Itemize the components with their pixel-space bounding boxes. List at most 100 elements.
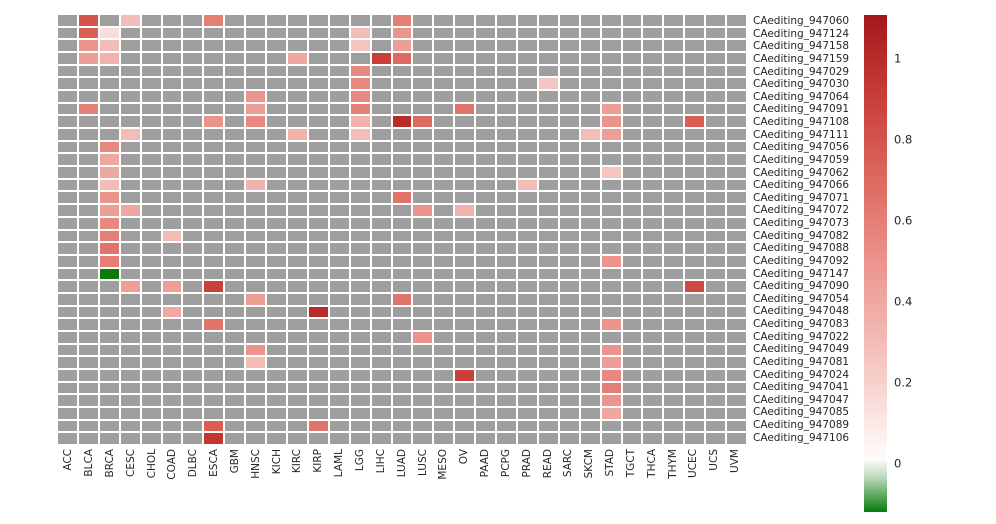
heatmap-cell <box>99 319 119 330</box>
heatmap-cell <box>643 27 663 39</box>
heatmap-cell <box>58 306 77 318</box>
heatmap-cell <box>455 53 475 64</box>
heatmap-cell <box>497 103 516 115</box>
heatmap-cell <box>287 255 307 267</box>
heatmap-cell <box>162 167 182 178</box>
heatmap-cell <box>120 192 140 204</box>
heatmap-cell <box>643 268 663 280</box>
heatmap-cell <box>183 395 203 406</box>
heatmap-cell <box>706 179 726 191</box>
heatmap-cell <box>727 230 746 242</box>
heatmap-cell <box>476 293 496 305</box>
heatmap-cell <box>267 167 286 178</box>
heatmap-cell <box>517 116 537 128</box>
heatmap-cell <box>413 116 433 128</box>
heatmap-cell <box>434 65 454 77</box>
heatmap-cell <box>455 395 475 406</box>
heatmap-cell <box>517 357 537 368</box>
heatmap-cell <box>455 129 475 140</box>
heatmap-cell <box>267 407 286 419</box>
heatmap-cell <box>246 268 266 280</box>
heatmap-cell <box>99 243 119 254</box>
heatmap-cell <box>517 205 537 216</box>
heatmap-cell <box>350 179 370 191</box>
heatmap-cell <box>183 293 203 305</box>
heatmap-cell <box>78 103 98 115</box>
heatmap-cell <box>664 369 684 381</box>
heatmap-cell <box>643 141 663 153</box>
heatmap-cell <box>350 357 370 368</box>
heatmap-cell <box>497 141 516 153</box>
heatmap-cell <box>497 78 516 90</box>
heatmap-cell <box>434 154 454 166</box>
heatmap-cell <box>287 382 307 394</box>
column-label: THCA <box>645 449 658 478</box>
column-label: COAD <box>166 449 179 480</box>
heatmap-cell <box>392 306 412 318</box>
heatmap-cell <box>162 357 182 368</box>
heatmap-cell <box>99 129 119 140</box>
heatmap-cell <box>308 103 328 115</box>
heatmap-cell <box>58 103 77 115</box>
heatmap-cell <box>685 78 705 90</box>
heatmap-cell <box>580 116 600 128</box>
heatmap-cell <box>162 395 182 406</box>
heatmap-cell <box>413 407 433 419</box>
heatmap-cell <box>141 420 161 432</box>
row-label: CAediting_947059 <box>753 153 850 166</box>
heatmap-cell <box>455 192 475 204</box>
heatmap-cell <box>476 319 496 330</box>
row-label: CAediting_947085 <box>753 406 850 419</box>
heatmap-cell <box>538 27 558 39</box>
heatmap-cell <box>162 382 182 394</box>
heatmap-cell <box>455 243 475 254</box>
heatmap-cell <box>727 40 746 52</box>
heatmap-cell <box>685 141 705 153</box>
heatmap-cell <box>204 344 224 356</box>
heatmap-cell <box>99 116 119 128</box>
heatmap-cell <box>622 27 642 39</box>
heatmap-cell <box>225 15 245 26</box>
column-label: KICH <box>270 449 283 475</box>
heatmap-cell <box>392 420 412 432</box>
heatmap-cell <box>162 255 182 267</box>
row-label: CAediting_947049 <box>753 343 850 356</box>
heatmap-cell <box>413 268 433 280</box>
heatmap-cell <box>141 268 161 280</box>
heatmap-cell <box>727 27 746 39</box>
heatmap-cell <box>392 369 412 381</box>
heatmap-cell <box>246 293 266 305</box>
heatmap-cell <box>601 319 621 330</box>
heatmap-cell <box>308 154 328 166</box>
heatmap-cell <box>413 357 433 368</box>
heatmap-cell <box>476 357 496 368</box>
heatmap-cell <box>622 357 642 368</box>
heatmap-cell <box>559 433 579 444</box>
heatmap-cell <box>559 129 579 140</box>
heatmap-cell <box>559 319 579 330</box>
heatmap-cell <box>664 395 684 406</box>
heatmap-cell <box>497 331 516 343</box>
heatmap-cell <box>664 27 684 39</box>
heatmap-cell <box>455 369 475 381</box>
column-label: BLCA <box>83 449 96 477</box>
heatmap-cell <box>392 395 412 406</box>
heatmap-cell <box>58 116 77 128</box>
heatmap-cell <box>204 382 224 394</box>
heatmap-cell <box>664 40 684 52</box>
heatmap-cell <box>183 268 203 280</box>
heatmap-cell <box>476 420 496 432</box>
heatmap-cell <box>371 420 391 432</box>
heatmap-cell <box>706 65 726 77</box>
heatmap-cell <box>141 369 161 381</box>
heatmap-cell <box>308 255 328 267</box>
heatmap-cell <box>350 91 370 102</box>
heatmap-cell <box>622 319 642 330</box>
heatmap-cell <box>371 293 391 305</box>
heatmap-cell <box>225 179 245 191</box>
heatmap-cell <box>434 319 454 330</box>
heatmap-cell <box>601 167 621 178</box>
heatmap-cell <box>434 116 454 128</box>
heatmap-cell <box>287 344 307 356</box>
